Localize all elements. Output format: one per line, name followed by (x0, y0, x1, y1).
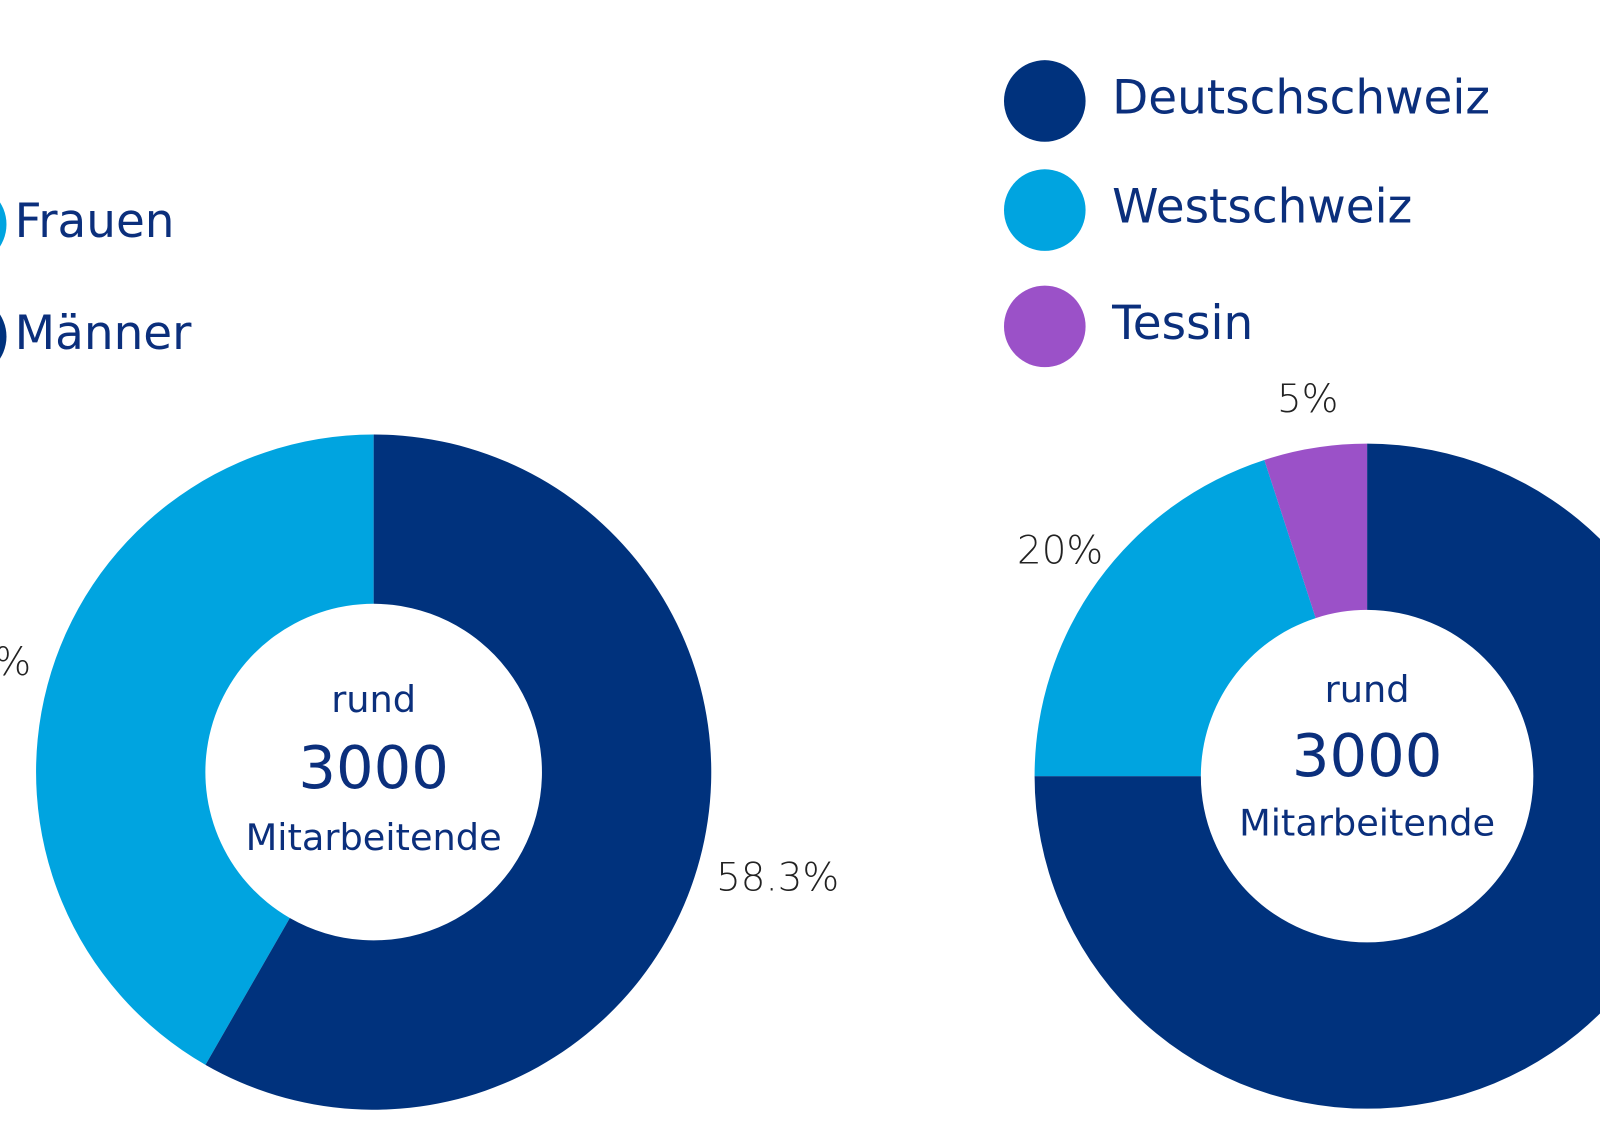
legend-label: Tessin (1111, 296, 1253, 351)
value-label: 41.7% (0, 640, 31, 685)
legend-label: Deutschschweiz (1112, 70, 1490, 125)
center-text: Mitarbeitende (1239, 802, 1495, 845)
legend-label: Westschweiz (1112, 180, 1412, 235)
legend-marker (0, 314, 7, 359)
center-text: rund (1325, 668, 1410, 711)
center-text: 3000 (298, 733, 449, 802)
legend-label: Männer (15, 306, 193, 361)
donut-segment (205, 434, 712, 1110)
donut-segment (1264, 443, 1368, 619)
donut-segment (1034, 443, 1600, 1109)
legend-marker (0, 202, 7, 247)
center-text: rund (331, 678, 416, 721)
donut-segment (1034, 459, 1316, 777)
legend-marker (1003, 285, 1086, 368)
value-label: 58.3% (716, 855, 839, 900)
legend-marker (1003, 169, 1086, 251)
value-label: 5% (1277, 377, 1338, 422)
legend-label: Frauen (15, 194, 175, 249)
center-text: Mitarbeitende (246, 816, 502, 859)
donut-segment (36, 434, 374, 1065)
center-text: 3000 (1292, 721, 1443, 790)
legend-marker (1003, 60, 1086, 142)
value-label: 20% (1017, 529, 1103, 574)
